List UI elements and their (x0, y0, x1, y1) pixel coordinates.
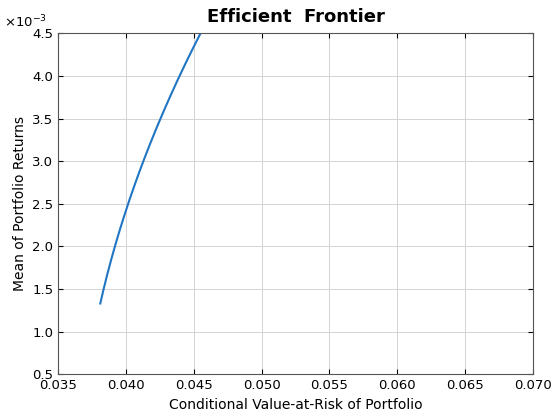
Efficient Frontier (97, 301, 104, 306)
Y-axis label: Mean of Portfolio Returns: Mean of Portfolio Returns (13, 116, 27, 291)
Line: Efficient Frontier: Efficient Frontier (100, 0, 522, 304)
Title: Efficient  Frontier: Efficient Frontier (207, 8, 385, 26)
X-axis label: Conditional Value-at-Risk of Portfolio: Conditional Value-at-Risk of Portfolio (169, 398, 422, 412)
Text: $\times10^{-3}$: $\times10^{-3}$ (4, 13, 46, 30)
